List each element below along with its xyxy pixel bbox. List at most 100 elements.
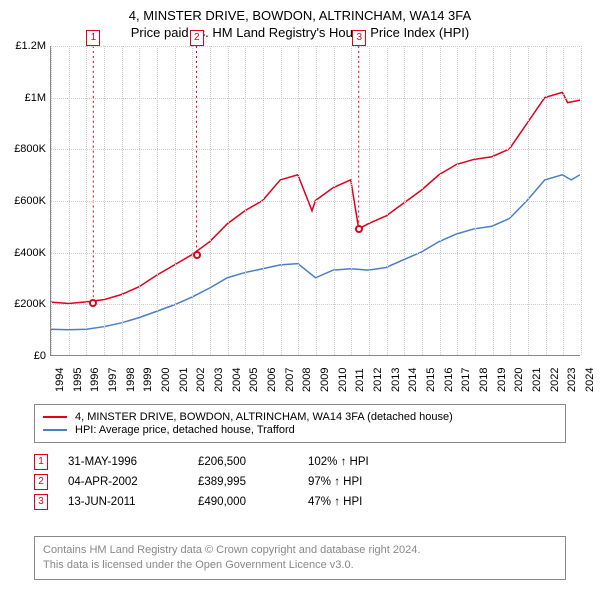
gridline-v xyxy=(457,46,458,355)
event-marker-box: 2 xyxy=(190,30,204,46)
gridline-v xyxy=(493,46,494,355)
event-pct: 97% ↑ HPI xyxy=(308,476,418,488)
x-tick-label: 2003 xyxy=(213,368,225,392)
x-tick-label: 2015 xyxy=(425,368,437,392)
gridline-v xyxy=(157,46,158,355)
gridline-v xyxy=(369,46,370,355)
event-row: 313-JUN-2011£490,00047% ↑ HPI xyxy=(34,494,566,510)
x-tick-label: 2011 xyxy=(354,368,366,392)
x-tick-label: 2024 xyxy=(584,368,596,392)
gridline-v xyxy=(387,46,388,355)
x-tick-label: 2013 xyxy=(390,368,402,392)
gridline-v xyxy=(122,46,123,355)
y-tick-label: £200K xyxy=(8,298,46,310)
x-tick-label: 2006 xyxy=(266,368,278,392)
x-tick-label: 2000 xyxy=(160,368,172,392)
gridline-v xyxy=(510,46,511,355)
x-tick-label: 2004 xyxy=(231,368,243,392)
legend-row: 4, MINSTER DRIVE, BOWDON, ALTRINCHAM, WA… xyxy=(43,411,557,423)
y-tick-label: £1M xyxy=(8,92,46,104)
y-tick-label: £1.2M xyxy=(8,40,46,52)
gridline-v xyxy=(139,46,140,355)
x-tick-label: 2002 xyxy=(195,368,207,392)
gridline-v xyxy=(581,46,582,355)
gridline-v xyxy=(228,46,229,355)
x-tick-label: 2014 xyxy=(407,368,419,392)
gridline-v xyxy=(563,46,564,355)
x-tick-label: 1994 xyxy=(54,368,66,392)
x-tick-label: 2018 xyxy=(478,368,490,392)
gridline-v xyxy=(245,46,246,355)
x-tick-label: 1995 xyxy=(72,368,84,392)
footer-line-2: This data is licensed under the Open Gov… xyxy=(43,558,557,573)
event-point-marker xyxy=(89,299,97,307)
x-tick-label: 2012 xyxy=(372,368,384,392)
event-date: 13-JUN-2011 xyxy=(68,496,178,508)
event-badge: 3 xyxy=(34,494,48,510)
x-tick-label: 2020 xyxy=(513,368,525,392)
legend-label: HPI: Average price, detached house, Traf… xyxy=(75,424,295,436)
chart-container: 4, MINSTER DRIVE, BOWDON, ALTRINCHAM, WA… xyxy=(0,0,600,590)
x-tick-label: 2007 xyxy=(284,368,296,392)
legend-label: 4, MINSTER DRIVE, BOWDON, ALTRINCHAM, WA… xyxy=(75,411,453,423)
footer-line-1: Contains HM Land Registry data © Crown c… xyxy=(43,543,557,558)
x-tick-label: 2019 xyxy=(496,368,508,392)
x-tick-label: 1999 xyxy=(142,368,154,392)
legend: 4, MINSTER DRIVE, BOWDON, ALTRINCHAM, WA… xyxy=(34,404,566,443)
x-tick-label: 2021 xyxy=(531,368,543,392)
event-price: £490,000 xyxy=(198,496,288,508)
gridline-v xyxy=(175,46,176,355)
footer-attribution: Contains HM Land Registry data © Crown c… xyxy=(34,536,566,580)
plot-area: 123 xyxy=(50,46,580,356)
y-tick-label: £0 xyxy=(8,350,46,362)
event-point-marker xyxy=(193,251,201,259)
event-date: 04-APR-2002 xyxy=(68,476,178,488)
event-badge: 1 xyxy=(34,454,48,470)
event-price: £389,995 xyxy=(198,476,288,488)
x-tick-label: 2023 xyxy=(566,368,578,392)
gridline-v xyxy=(210,46,211,355)
y-tick-label: £800K xyxy=(8,143,46,155)
x-tick-label: 2005 xyxy=(248,368,260,392)
gridline-v xyxy=(528,46,529,355)
gridline-v xyxy=(69,46,70,355)
gridline-v xyxy=(298,46,299,355)
x-tick-label: 2008 xyxy=(301,368,313,392)
event-row: 1 31-MAY-1996 £206,500 102% ↑ HPI xyxy=(34,454,566,470)
gridline-v xyxy=(422,46,423,355)
event-badge: 2 xyxy=(34,474,48,490)
x-tick-label: 2001 xyxy=(178,368,190,392)
legend-row: HPI: Average price, detached house, Traf… xyxy=(43,424,557,436)
gridline-v xyxy=(86,46,87,355)
gridline-v xyxy=(475,46,476,355)
gridline-v xyxy=(440,46,441,355)
event-list: 1 31-MAY-1996 £206,500 102% ↑ HPI 2 04-APR-20… xyxy=(34,450,566,514)
event-price: £206,500 xyxy=(198,456,288,468)
x-tick-label: 2017 xyxy=(460,368,472,392)
gridline-v xyxy=(281,46,282,355)
gridline-v xyxy=(263,46,264,355)
gridline-v xyxy=(192,46,193,355)
x-tick-label: 1998 xyxy=(125,368,137,392)
x-tick-label: 2009 xyxy=(319,368,331,392)
y-tick-label: £400K xyxy=(8,247,46,259)
legend-swatch xyxy=(43,429,67,431)
x-tick-label: 1997 xyxy=(107,368,119,392)
gridline-v xyxy=(351,46,352,355)
gridline-v xyxy=(546,46,547,355)
x-tick-label: 2016 xyxy=(443,368,455,392)
event-point-marker xyxy=(355,225,363,233)
chart-title: 4, MINSTER DRIVE, BOWDON, ALTRINCHAM, WA… xyxy=(0,8,600,23)
x-tick-label: 2022 xyxy=(549,368,561,392)
legend-swatch xyxy=(43,416,67,418)
gridline-v xyxy=(404,46,405,355)
gridline-v xyxy=(104,46,105,355)
x-tick-label: 1996 xyxy=(89,368,101,392)
y-tick-label: £600K xyxy=(8,195,46,207)
gridline-v xyxy=(51,46,52,355)
event-date: 31-MAY-1996 xyxy=(68,456,178,468)
gridline-v xyxy=(334,46,335,355)
event-pct: 102% ↑ HPI xyxy=(308,456,418,468)
event-row: 2 04-APR-2002 £389,995 97% ↑ HPI xyxy=(34,474,566,490)
event-marker-box: 3 xyxy=(352,30,366,46)
